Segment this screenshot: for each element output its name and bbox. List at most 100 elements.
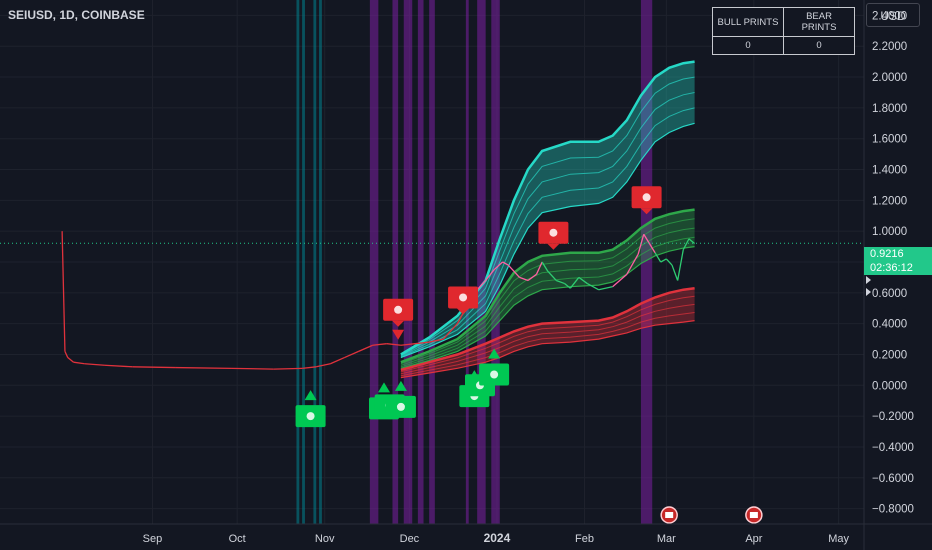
x-tick-label: Dec [400, 533, 420, 545]
price-segment [648, 243, 656, 254]
price-segment [535, 261, 543, 275]
bird-icon [459, 293, 468, 302]
teal-highlight-band [313, 0, 317, 524]
us-flag-stripe [749, 512, 758, 518]
price-segment [612, 273, 628, 288]
price-segment [682, 238, 690, 250]
price-segment [344, 350, 359, 359]
indicator-bands [400, 60, 695, 379]
y-tick-label: −0.4000 [872, 442, 914, 454]
bear-signal[interactable] [631, 186, 662, 209]
purple-highlight-band [392, 0, 399, 524]
bear-signal[interactable] [538, 221, 569, 244]
bear-pointer [640, 208, 653, 215]
x-tick-label: Oct [229, 533, 246, 545]
y-tick-label: −0.8000 [872, 504, 914, 516]
bull-signal[interactable] [479, 363, 510, 386]
red-band-lower-line [400, 320, 695, 379]
last-price-label: 0.9216 [864, 247, 932, 261]
green-band-inner-line [400, 227, 695, 366]
price-segment [485, 269, 495, 281]
teal-highlight-band [319, 0, 322, 524]
y-tick-label: 0.2000 [872, 349, 907, 361]
price-segment [564, 283, 571, 289]
y-tick-label: 1.2000 [872, 195, 907, 207]
cyan-band-inner-line [400, 107, 695, 358]
green-band-inner-line [400, 218, 695, 365]
price-segment [330, 356, 345, 365]
bull-prints-header: BULL PRINTS [712, 7, 784, 37]
price-segment [578, 276, 588, 285]
price-segment [400, 343, 416, 346]
green-band-lower-line [400, 246, 695, 369]
price-segment [586, 283, 599, 291]
scale-marker-icon [866, 288, 871, 296]
price-segment [493, 261, 504, 271]
price-segment [231, 367, 274, 370]
price-segment [414, 341, 430, 345]
countdown-label: 02:36:12 [864, 261, 932, 275]
x-tick-label: Nov [315, 533, 335, 545]
price-segment [73, 361, 85, 365]
teal-highlight-band [296, 0, 300, 524]
price-segment [502, 261, 509, 266]
x-tick-label: Feb [575, 533, 594, 545]
x-tick-label: Apr [745, 533, 762, 545]
price-segment [358, 344, 373, 352]
bull-arrow-icon [394, 380, 407, 391]
price-segment [519, 276, 529, 282]
green-band-inner-line [400, 236, 695, 368]
bear-pointer [547, 243, 560, 250]
price-segment [273, 367, 303, 370]
bull-prints-value: 0 [712, 36, 784, 55]
bull-arrow-icon [304, 390, 317, 401]
purple-highlight-band [465, 0, 469, 524]
purple-highlight-band [417, 0, 424, 524]
red-band-inner-line [400, 303, 695, 375]
bull-arrow-icon [488, 348, 501, 359]
y-tick-label: −0.6000 [872, 473, 914, 485]
price-segment [547, 270, 557, 281]
price-segment [660, 258, 667, 263]
y-tick-label: 0.0000 [872, 380, 907, 392]
price-segment [677, 249, 684, 281]
price-segment [637, 234, 645, 255]
bird-icon [490, 370, 499, 379]
price-segment [671, 264, 679, 281]
bird-icon [642, 193, 651, 202]
bear-prints-header: BEAR PRINTS [783, 7, 855, 37]
bear-signal[interactable] [383, 298, 414, 321]
price-segment [442, 323, 458, 340]
scale-marker-icon [866, 276, 871, 284]
purple-highlight-band [477, 0, 486, 524]
bear-signal[interactable] [448, 286, 479, 309]
purple-highlight-band [429, 0, 435, 524]
bear-pointer [392, 320, 405, 327]
prints-table: BULL PRINTS BEAR PRINTS 0 0 [712, 7, 855, 55]
red-band-inner-line [400, 295, 695, 373]
price-segment [527, 273, 537, 282]
symbol-title[interactable]: SEIUSD, 1D, COINBASE [8, 8, 145, 22]
bird-icon [396, 402, 405, 411]
bird-icon [549, 228, 558, 237]
bear-prints-value: 0 [783, 36, 855, 55]
price-segment [61, 231, 66, 352]
price-segment [64, 351, 69, 358]
y-tick-label: 2.4000 [872, 10, 907, 22]
price-segment [569, 277, 580, 289]
price-segment [175, 366, 232, 369]
y-tick-label: 1.8000 [872, 103, 907, 115]
currency-button[interactable]: USD [866, 3, 920, 27]
price-segment [665, 258, 673, 266]
purple-highlight-band [369, 0, 379, 524]
bull-signal[interactable] [295, 405, 326, 428]
bull-signal[interactable] [385, 395, 416, 418]
y-tick-label: 1.4000 [872, 165, 907, 177]
price-segment [302, 366, 317, 369]
cyan-band-fill [400, 61, 695, 358]
signal-markers[interactable] [295, 186, 763, 524]
green-band-upper-line [400, 208, 695, 364]
price-segment [598, 286, 613, 291]
price-segment [372, 343, 387, 346]
